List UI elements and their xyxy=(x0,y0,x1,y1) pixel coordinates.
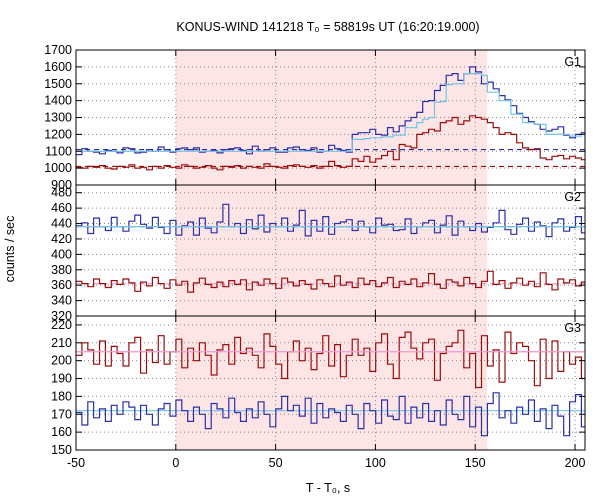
y-tick-label: 900 xyxy=(51,178,72,192)
y-tick-label: 440 xyxy=(51,217,72,231)
series-line-light_blue xyxy=(76,73,585,152)
y-tick-label: 150 xyxy=(51,443,72,457)
panel-g1: 900 1000 1100 1200 1300 1400 1500 1600 1700 G1 xyxy=(44,43,586,192)
y-tick-label: 400 xyxy=(51,247,72,261)
x-axis-label: T - T₀, s xyxy=(306,481,350,495)
chart-panels: 90010001100120013001400150016001700G1320… xyxy=(44,43,586,470)
y-tick-label: 1100 xyxy=(45,144,72,158)
y-tick-label: 1200 xyxy=(44,127,72,141)
panel-plot-area xyxy=(76,66,585,171)
y-tick-label: 1500 xyxy=(44,77,72,91)
y-tick-label: 170 xyxy=(51,407,72,421)
y-tick-label: 460 xyxy=(51,201,72,215)
y-tick-label: 210 xyxy=(51,336,72,350)
y-tick-label: 1000 xyxy=(44,161,72,175)
y-tick-label: 480 xyxy=(51,186,72,200)
x-tick-label: 50 xyxy=(269,456,283,470)
y-tick-label: 180 xyxy=(51,389,72,403)
series-line-blue xyxy=(76,203,585,238)
series-line-light_blue xyxy=(76,226,585,228)
y-tick-label: 1300 xyxy=(44,111,72,125)
highlight-region xyxy=(175,316,488,450)
x-tick-label: 200 xyxy=(565,456,586,470)
chart-title: KONUS-WIND 141218 T₀ = 58819s UT (16:20:… xyxy=(176,20,479,34)
panel-label: G3 xyxy=(564,321,581,335)
panel-frame xyxy=(75,315,586,451)
panel-plot-area xyxy=(76,329,585,437)
y-tick-label: 1400 xyxy=(44,94,72,108)
x-tick-label: 100 xyxy=(365,456,386,470)
series-line-red xyxy=(76,329,585,389)
x-tick-label: -50 xyxy=(67,456,85,470)
x-tick-label: 0 xyxy=(172,456,179,470)
series-line-blue xyxy=(76,392,585,437)
y-tick-label: 200 xyxy=(51,354,72,368)
y-tick-label: 380 xyxy=(51,263,72,277)
y-tick-label: 190 xyxy=(51,372,72,386)
highlight-region xyxy=(175,50,488,185)
y-tick-label: 1700 xyxy=(44,43,72,57)
series-line-blue xyxy=(76,66,585,156)
panel-label: G2 xyxy=(564,190,581,204)
series-line-red xyxy=(76,270,585,293)
y-tick-label: 420 xyxy=(51,232,72,246)
y-tick-label: 160 xyxy=(51,425,72,439)
y-tick-label: 220 xyxy=(51,318,72,332)
panel-g3: 150 160 170 180 190 200 210 220 G3 -50 0 50 100 150 20… xyxy=(51,315,586,470)
panel-label: G1 xyxy=(564,55,581,69)
highlight-region xyxy=(175,185,488,316)
y-tick-label: 1600 xyxy=(44,60,72,74)
y-tick-label: 360 xyxy=(51,278,72,292)
y-tick-label: 320 xyxy=(51,309,72,323)
series-line-red xyxy=(76,115,585,171)
panel-plot-area xyxy=(76,203,585,293)
x-tick-label: 150 xyxy=(465,456,486,470)
y-tick-label: 340 xyxy=(51,294,72,308)
y-axis-label: counts / sec xyxy=(3,216,17,283)
